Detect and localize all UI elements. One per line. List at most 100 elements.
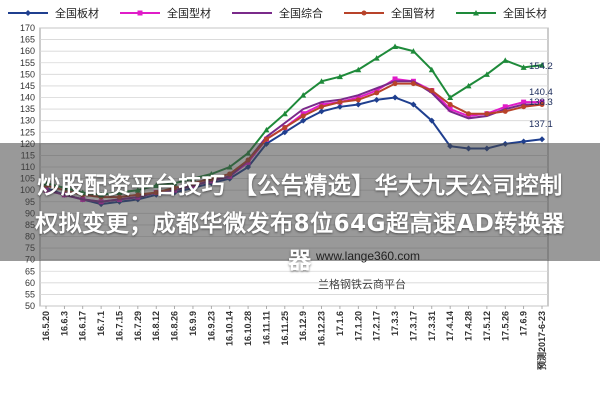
x-tick-label: 16.7.15	[114, 311, 124, 341]
y-tick-label: 60	[25, 278, 35, 288]
legend-marker	[361, 10, 367, 16]
x-tick-label: 17.5.12	[482, 311, 492, 341]
data-point	[520, 64, 527, 70]
x-tick-label: 16.6.3	[59, 311, 69, 336]
data-point	[484, 111, 490, 117]
legend-label: 全国综合	[279, 6, 323, 20]
data-point	[521, 99, 527, 105]
x-tick-label: 16.8.26	[170, 311, 180, 341]
x-tick-label: 16.11.11	[261, 311, 271, 345]
data-point	[355, 66, 362, 73]
end-value-label: 137.1	[529, 119, 553, 130]
y-tick-label: 55	[25, 289, 35, 299]
watermark-url: www.lange360.com	[316, 249, 421, 263]
y-tick-label: 130	[20, 116, 35, 126]
x-tick-label: 17.3.17	[408, 311, 418, 341]
data-point	[392, 43, 399, 50]
legend-label: 全国长材	[503, 6, 547, 20]
data-point	[392, 94, 399, 101]
watermark-name: 兰格钢铁云商平台	[318, 279, 406, 291]
data-point	[539, 62, 545, 68]
data-point	[410, 101, 417, 108]
x-tick-label: 16.10.14	[225, 311, 235, 346]
legend-marker	[137, 10, 143, 16]
y-tick-label: 170	[20, 23, 35, 33]
data-point	[429, 88, 435, 94]
data-point	[392, 81, 398, 87]
legend-label: 全国型材	[167, 6, 211, 20]
legend-label: 全国管材	[391, 6, 435, 20]
data-point	[263, 136, 269, 142]
data-point	[539, 101, 545, 107]
end-value-label: 154.2	[529, 61, 553, 72]
data-point	[502, 104, 508, 110]
x-tick-label: 17.4.28	[464, 311, 474, 341]
y-tick-label: 155	[20, 58, 35, 68]
data-point	[502, 57, 509, 63]
data-point	[337, 99, 343, 105]
y-tick-label: 140	[20, 93, 35, 103]
legend-marker	[473, 10, 479, 16]
x-tick-label: 17.1.20	[353, 311, 363, 341]
y-tick-label: 125	[20, 127, 35, 137]
data-point	[300, 117, 307, 124]
x-tick-label: 16.9.23	[206, 311, 216, 341]
y-tick-label: 65	[25, 266, 35, 276]
data-point	[447, 101, 453, 107]
data-point	[282, 125, 288, 131]
x-tick-label: 16.12.9	[298, 311, 308, 341]
data-point	[355, 97, 361, 103]
data-point	[281, 129, 288, 136]
x-tick-label: 17.3.3	[390, 311, 400, 336]
data-point	[373, 96, 380, 103]
data-point	[410, 81, 416, 87]
x-tick-label: 16.7.29	[133, 311, 143, 341]
x-tick-label: 17.1.6	[335, 311, 345, 336]
x-tick-label: 17.3.31	[427, 311, 437, 341]
data-point	[428, 66, 435, 73]
data-point	[336, 73, 343, 80]
data-point	[392, 76, 398, 82]
headline-line-3[interactable]: 器	[288, 248, 312, 274]
data-point	[447, 106, 453, 112]
data-point	[318, 78, 325, 84]
y-tick-label: 135	[20, 104, 35, 114]
data-point	[263, 126, 270, 133]
data-point	[374, 90, 380, 96]
data-point	[373, 55, 380, 61]
y-tick-label: 150	[20, 69, 35, 79]
data-point	[483, 71, 490, 77]
data-point	[410, 48, 417, 54]
x-tick-label: 16.11.25	[280, 311, 290, 346]
data-point	[336, 103, 343, 110]
data-point	[319, 104, 325, 110]
legend-marker	[25, 10, 31, 16]
x-tick-label: 16.9.9	[188, 311, 198, 336]
y-tick-label: 165	[20, 35, 35, 45]
y-tick-label: 50	[25, 301, 35, 311]
x-tick-label: 16.10.28	[243, 311, 253, 346]
x-tick-label: 16.6.17	[78, 311, 88, 341]
x-tick-label: 17.6.9	[519, 311, 529, 336]
data-point	[447, 94, 454, 100]
x-tick-label: 16.7.1	[96, 311, 106, 336]
data-point	[521, 104, 527, 110]
headline-overlay-band	[0, 143, 600, 261]
x-tick-label: 预测2017-6-23	[536, 311, 547, 370]
y-tick-label: 145	[20, 81, 35, 91]
headline-line-1[interactable]: 炒股配资平台技巧 【公告精选】华大九天公司控制	[37, 173, 563, 199]
data-point	[300, 92, 307, 98]
x-tick-label: 17.4.14	[445, 311, 455, 341]
headline-line-2[interactable]: 权拟变更；成都华微发布8位64G超高速AD转换器	[35, 211, 565, 237]
x-tick-label: 16.5.20	[41, 311, 51, 341]
data-point	[318, 108, 325, 115]
x-tick-label: 16.8.12	[151, 311, 161, 341]
data-point	[428, 117, 435, 124]
x-tick-label: 17.2.17	[372, 311, 382, 341]
data-point	[466, 111, 472, 117]
x-tick-label: 16.12.23	[317, 311, 327, 346]
data-point	[502, 108, 508, 114]
end-value-label: 140.4	[529, 87, 553, 98]
x-tick-label: 17.5.26	[500, 311, 510, 341]
